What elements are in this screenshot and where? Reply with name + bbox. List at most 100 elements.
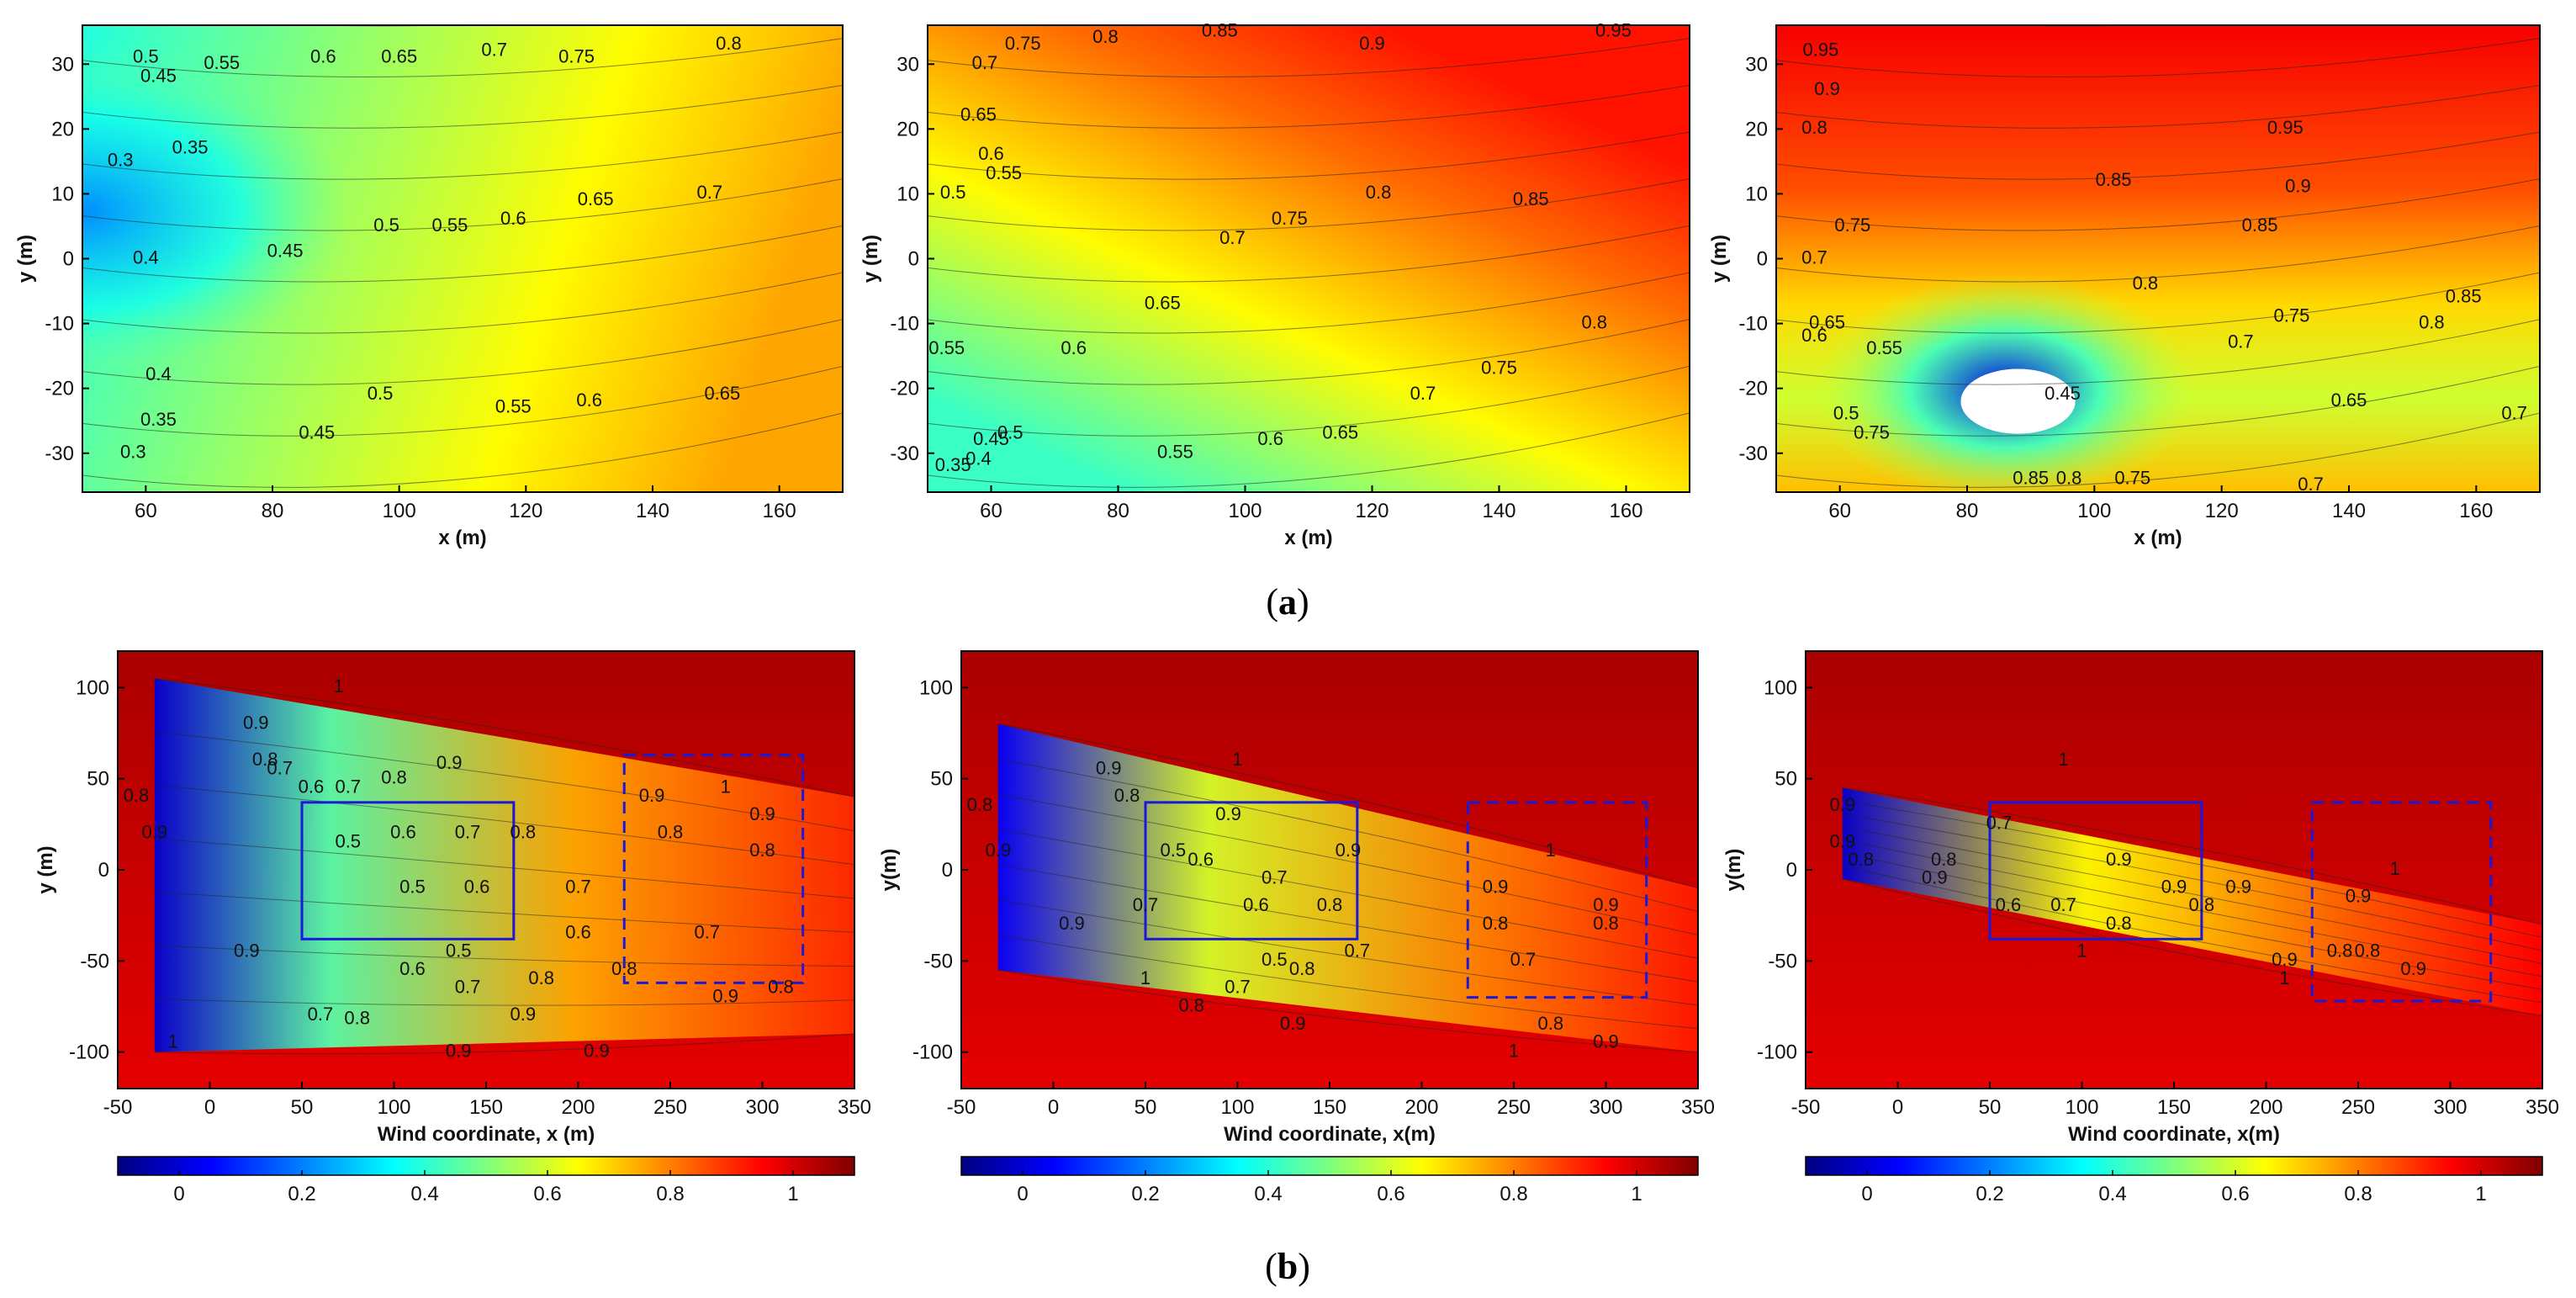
- contour-field: [1776, 25, 2540, 492]
- contour-field: [118, 651, 854, 1089]
- contour-label: 0.9: [1814, 78, 1840, 99]
- colorbar-tick-label: 0.4: [2098, 1183, 2126, 1205]
- contour-label: 0.8: [2106, 913, 2132, 934]
- y-tick-label: -30: [45, 442, 74, 465]
- contour-line: [928, 84, 1690, 129]
- contour-line: [82, 412, 843, 488]
- contour-label: 0.8: [2355, 940, 2381, 961]
- x-tick-label: 60: [980, 500, 1002, 522]
- analysis-box-dashed: [622, 754, 805, 984]
- x-tick-label: 60: [135, 500, 157, 522]
- y-tick-label: -10: [1738, 313, 1768, 336]
- contour-label: 0.8: [124, 785, 150, 806]
- y-tick-label: 100: [76, 676, 109, 699]
- contour-line: [154, 891, 854, 933]
- y-tick-label: -100: [912, 1041, 953, 1064]
- x-axis-title: Wind coordinate, x(m): [1224, 1123, 1436, 1146]
- contour-line: [82, 225, 843, 283]
- x-tick-label: 50: [291, 1096, 314, 1119]
- contour-label: 0.4: [145, 363, 172, 384]
- panel-b1: 0.90.80.90.90.80.70.6 0.7 0.80.90.5 0.6 0.7 0…: [34, 650, 871, 1205]
- contour-label: 1: [334, 675, 344, 697]
- contour-label: 0.35: [140, 409, 177, 430]
- y-tick-label: -50: [923, 950, 953, 972]
- contour-label: 0.6: [1996, 894, 2022, 915]
- contour-label: 0.75: [1854, 421, 1890, 442]
- y-tick-label: 0: [98, 859, 109, 882]
- contour-label: 0.4: [965, 448, 992, 469]
- contour-line: [1149, 25, 1306, 27]
- contour-label: 0.8: [1317, 894, 1343, 915]
- contour-label: 0.3: [120, 442, 146, 463]
- contour-label: 0.55: [986, 162, 1022, 183]
- contour-label: 0.7: [2050, 894, 2076, 915]
- contour-label: 0.55: [1157, 442, 1193, 463]
- contour-label: 0.8: [1931, 849, 1957, 870]
- contour-line: [997, 969, 1698, 1053]
- contour-label: 0.6: [1187, 849, 1214, 870]
- y-tick-label: 0: [908, 248, 919, 271]
- contour-line: [1776, 131, 2540, 180]
- x-tick-label: 0: [1892, 1096, 1903, 1119]
- contour-label: 0.8: [1092, 26, 1119, 47]
- contour-label: 0.75: [2273, 305, 2309, 326]
- contour-line: [82, 131, 843, 180]
- contour-label: 0.9: [446, 1040, 472, 1061]
- contour-label: 0.7: [335, 776, 361, 797]
- contour-label: 0.65: [1809, 311, 1845, 332]
- contour-label: 0.5: [446, 940, 472, 961]
- contour-label: 0.5: [1161, 840, 1187, 861]
- x-tick-label: 50: [1979, 1096, 2002, 1119]
- contour-line: [928, 38, 1690, 77]
- contour-line: [1998, 25, 2155, 27]
- contour-line: [154, 838, 854, 899]
- contour-label: 0.9: [2225, 876, 2251, 897]
- contour-label: 0.6: [464, 876, 490, 897]
- x-axis-title: Wind coordinate, x (m): [378, 1123, 595, 1146]
- contour-label: 1: [168, 1031, 178, 1052]
- contour-label: 1: [2058, 749, 2068, 770]
- contour-label: 0.5: [940, 182, 966, 203]
- contour-label: 0.85: [2446, 286, 2482, 307]
- contour-label: 0.9: [510, 1004, 537, 1025]
- colorbar-tick-label: 0.8: [656, 1183, 684, 1205]
- contour-field: [961, 651, 1698, 1089]
- contour-label: 0.35: [172, 136, 209, 157]
- contour-label: 0.85: [2096, 169, 2132, 190]
- contour-label: 0.45: [140, 65, 177, 86]
- contour-label: 0.9: [234, 940, 260, 961]
- contour-label: 0.9: [1359, 33, 1385, 54]
- contour-label: 0.6: [1257, 428, 1283, 449]
- contour-line: [1842, 800, 2542, 938]
- contour-label: 0.8: [1289, 958, 1315, 979]
- field-wake: [1776, 25, 2540, 492]
- contour-field: [1806, 651, 2542, 1089]
- contour-label: 0.7: [1410, 383, 1436, 404]
- contour-label: 0.4: [133, 246, 159, 268]
- y-tick-label: -100: [69, 1041, 109, 1064]
- colorbar-tick-label: 0: [1861, 1183, 1872, 1205]
- contour-label: 0.75: [558, 45, 595, 66]
- contour-label: 0.8: [1593, 913, 1619, 934]
- contour-label: 0.5: [335, 830, 361, 851]
- contour-label: 0.9: [2106, 849, 2132, 870]
- contour-line: [82, 272, 843, 334]
- y-tick-label: -20: [1738, 378, 1768, 400]
- contour-label: 0.6: [565, 922, 591, 943]
- colorbar-tick-label: 1: [787, 1183, 798, 1205]
- contour-label: 0.6: [500, 208, 526, 229]
- x-tick-label: 300: [1589, 1096, 1622, 1119]
- contour-label: 0.8: [967, 794, 993, 815]
- y-axis-title: y (m): [34, 845, 57, 893]
- contour-label: 0.6: [390, 821, 416, 842]
- contour-line: [1776, 178, 2540, 231]
- x-tick-label: 120: [1355, 500, 1389, 522]
- contour-label: 0.7: [455, 821, 481, 842]
- contour-label: 0.7: [697, 182, 723, 203]
- x-tick-label: 300: [2433, 1096, 2467, 1119]
- wake-region: [997, 723, 1698, 1052]
- y-tick-label: -30: [1738, 442, 1768, 465]
- x-tick-label: 150: [2157, 1096, 2191, 1119]
- contour-line: [1776, 272, 2540, 334]
- x-tick-label: 250: [2341, 1096, 2375, 1119]
